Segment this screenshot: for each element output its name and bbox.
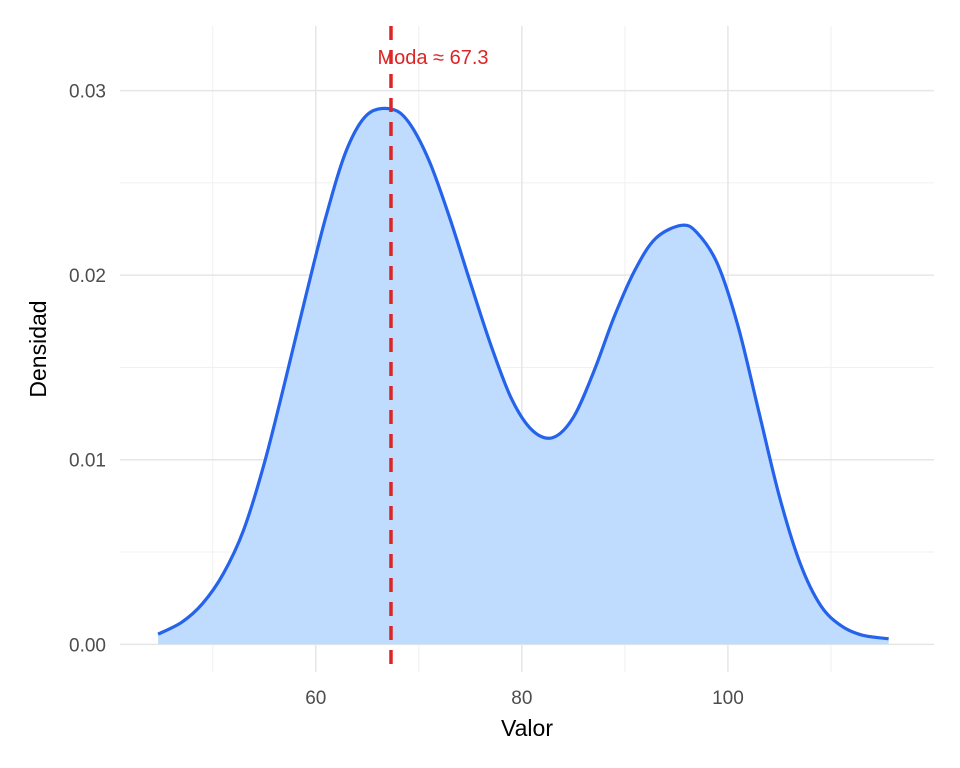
x-axis-title: Valor	[501, 715, 553, 741]
y-axis-ticks: 0.00 0.01 0.02 0.03	[69, 82, 106, 657]
x-axis-ticks: 60 80 100	[305, 688, 744, 709]
density-curve	[157, 106, 889, 641]
x-tick-label: 60	[305, 688, 326, 709]
density-area	[158, 108, 889, 645]
mode-annotation: Moda ≈ 67.3	[377, 47, 488, 69]
y-tick-label: 0.03	[69, 82, 106, 103]
x-tick-label: 100	[712, 688, 744, 709]
y-axis-title: Densidad	[25, 300, 51, 397]
x-tick-label: 80	[511, 688, 532, 709]
y-tick-label: 0.00	[69, 635, 106, 656]
y-tick-label: 0.01	[69, 451, 106, 472]
y-tick-label: 0.02	[69, 266, 106, 287]
